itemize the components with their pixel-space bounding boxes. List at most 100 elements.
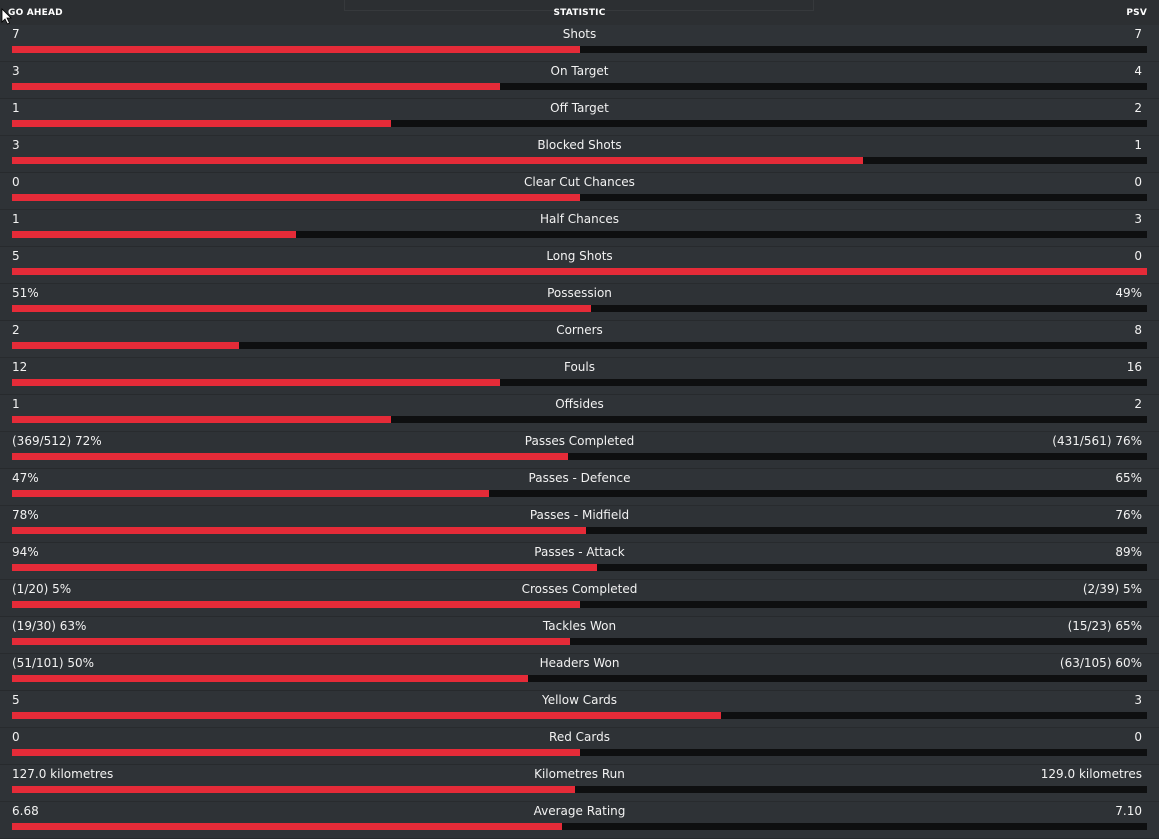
stat-label: Crosses Completed [521, 582, 638, 596]
home-value: (51/101) 50% [12, 656, 95, 670]
stat-row: 0 Clear Cut Chances 0 [0, 173, 1159, 210]
stat-label: Yellow Cards [541, 693, 618, 707]
comparison-bar [12, 194, 1147, 201]
stat-row: 5 Yellow Cards 3 [0, 691, 1159, 728]
stat-row: 94% Passes - Attack 89% [0, 543, 1159, 580]
stat-label: Tackles Won [542, 619, 617, 633]
stat-label: Headers Won [539, 656, 620, 670]
home-share-fill [12, 231, 296, 238]
comparison-bar [12, 120, 1147, 127]
stat-row: 1 Half Chances 3 [0, 210, 1159, 247]
home-value: 7 [12, 27, 20, 41]
home-value: 3 [12, 138, 20, 152]
home-team-header: GO AHEAD [8, 8, 63, 18]
home-value: 127.0 kilometres [12, 767, 114, 781]
stats-header: GO AHEAD STATISTIC PSV [0, 0, 1159, 25]
home-value: 5 [12, 249, 20, 263]
stat-row: 47% Passes - Defence 65% [0, 469, 1159, 506]
home-value: 6.68 [12, 804, 39, 818]
stat-label: Blocked Shots [537, 138, 622, 152]
home-value: (1/20) 5% [12, 582, 72, 596]
stat-label: Half Chances [540, 212, 619, 226]
away-value: 0 [1134, 175, 1142, 189]
stat-row: 1 Offsides 2 [0, 395, 1159, 432]
stat-label: Shots [562, 27, 597, 41]
away-value: 129.0 kilometres [1040, 767, 1142, 781]
away-value: 16 [1126, 360, 1142, 374]
home-value: 0 [12, 730, 20, 744]
stat-row: 1 Off Target 2 [0, 99, 1159, 136]
stat-row: 78% Passes - Midfield 76% [0, 506, 1159, 543]
stat-row: 3 On Target 4 [0, 62, 1159, 99]
home-share-fill [12, 342, 239, 349]
home-value: 78% [12, 508, 39, 522]
home-share-fill [12, 527, 587, 534]
away-value: 1 [1134, 138, 1142, 152]
home-value: 1 [12, 212, 20, 226]
away-value: (63/105) 60% [1059, 656, 1142, 670]
home-value: (19/30) 63% [12, 619, 87, 633]
comparison-bar [12, 564, 1147, 571]
stat-row: 5 Long Shots 0 [0, 247, 1159, 284]
comparison-bar [12, 786, 1147, 793]
comparison-bar [12, 749, 1147, 756]
home-share-fill [12, 712, 722, 719]
home-share-fill [12, 601, 580, 608]
comparison-bar [12, 453, 1147, 460]
home-share-fill [12, 83, 501, 90]
away-value: 3 [1134, 693, 1142, 707]
away-value: 8 [1134, 323, 1142, 337]
away-value: 2 [1134, 101, 1142, 115]
comparison-bar [12, 490, 1147, 497]
home-value: 94% [12, 545, 39, 559]
home-value: 12 [12, 360, 28, 374]
home-share-fill [12, 564, 597, 571]
home-value: 47% [12, 471, 39, 485]
stat-label: Kilometres Run [534, 767, 625, 781]
stat-label: Passes - Defence [528, 471, 631, 485]
comparison-bar [12, 601, 1147, 608]
comparison-bar [12, 416, 1147, 423]
home-value: 5 [12, 693, 20, 707]
home-share-fill [12, 823, 563, 830]
away-value: 49% [1115, 286, 1142, 300]
stat-label: Corners [556, 323, 603, 337]
statistic-header: STATISTIC [553, 8, 606, 18]
stat-label: Passes Completed [524, 434, 635, 448]
away-value: (2/39) 5% [1082, 582, 1142, 596]
away-value: 76% [1115, 508, 1142, 522]
stat-row: 127.0 kilometres Kilometres Run 129.0 kilo… [0, 765, 1159, 802]
comparison-bar [12, 527, 1147, 534]
home-share-fill [12, 120, 392, 127]
away-value: 3 [1134, 212, 1142, 226]
home-share-fill [12, 379, 501, 386]
comparison-bar [12, 231, 1147, 238]
comparison-bar [12, 712, 1147, 719]
stat-label: On Target [550, 64, 609, 78]
stat-row: 3 Blocked Shots 1 [0, 136, 1159, 173]
away-value: 0 [1134, 249, 1142, 263]
away-value: 7 [1134, 27, 1142, 41]
home-share-fill [12, 157, 864, 164]
away-value: 4 [1134, 64, 1142, 78]
home-share-fill [12, 416, 392, 423]
home-share-fill [12, 453, 569, 460]
away-team-header: PSV [1126, 8, 1147, 18]
comparison-bar [12, 83, 1147, 90]
comparison-bar [12, 342, 1147, 349]
away-value: (15/23) 65% [1067, 619, 1142, 633]
comparison-bar [12, 379, 1147, 386]
comparison-bar [12, 268, 1147, 275]
home-share-fill [12, 490, 489, 497]
home-share-fill [12, 749, 580, 756]
home-value: 3 [12, 64, 20, 78]
stat-row: (51/101) 50% Headers Won (63/105) 60% [0, 654, 1159, 691]
stat-label: Average Rating [533, 804, 626, 818]
away-value: 65% [1115, 471, 1142, 485]
home-value: 2 [12, 323, 20, 337]
home-share-fill [12, 638, 571, 645]
comparison-bar [12, 157, 1147, 164]
away-value: (431/561) 76% [1052, 434, 1142, 448]
comparison-bar [12, 46, 1147, 53]
stat-row: (19/30) 63% Tackles Won (15/23) 65% [0, 617, 1159, 654]
